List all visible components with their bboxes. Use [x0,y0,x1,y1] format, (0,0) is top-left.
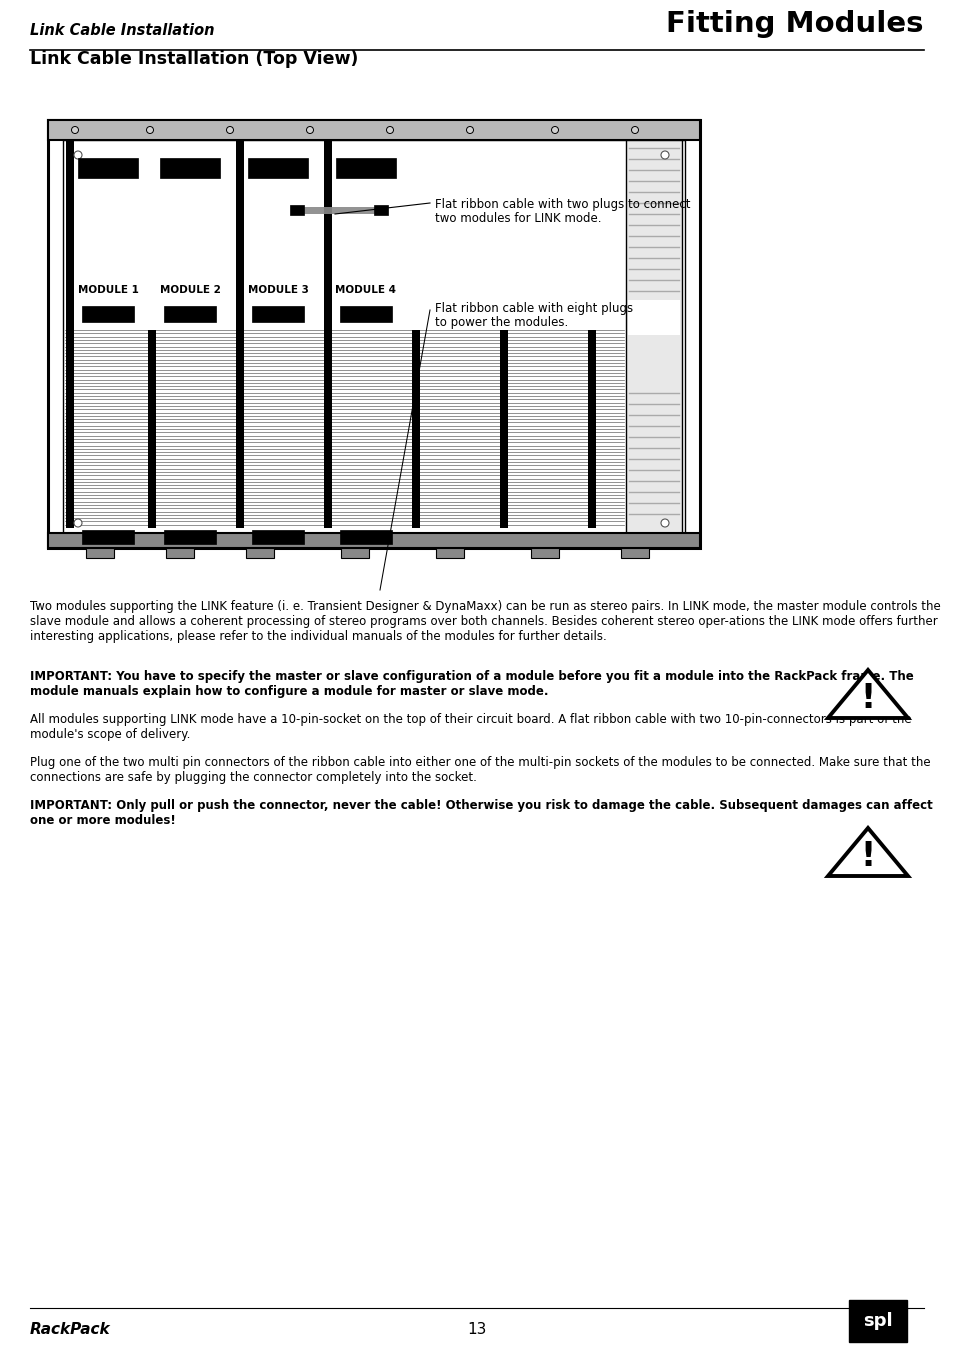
Bar [531,548,558,558]
Bar [252,531,304,544]
Bar [620,548,648,558]
Bar [148,329,156,528]
Bar [86,548,113,558]
Circle shape [147,127,153,134]
Bar [235,140,244,329]
Bar [244,531,312,535]
Circle shape [226,127,233,134]
Circle shape [71,127,78,134]
Text: Link Cable Installation (Top View): Link Cable Installation (Top View) [30,50,358,68]
Bar [156,144,224,328]
Text: Fitting Modules: Fitting Modules [666,9,923,38]
Bar [82,306,133,323]
Bar [587,329,596,528]
Bar [48,533,700,548]
Bar [244,144,312,328]
Text: MODULE 3: MODULE 3 [247,285,308,296]
Bar [74,144,142,328]
Bar [290,205,304,215]
Bar [324,140,332,329]
Text: MODULE 4: MODULE 4 [335,285,396,296]
Circle shape [660,151,668,159]
Bar [374,205,388,215]
Bar [339,306,392,323]
Text: Plug one of the two multi pin connectors of the ribbon cable into either one of : Plug one of the two multi pin connectors… [30,756,929,784]
Text: IMPORTANT: You have to specify the master or slave configuration of a module bef: IMPORTANT: You have to specify the maste… [30,670,913,698]
Bar [82,531,133,544]
Bar [66,329,74,528]
Text: Two modules supporting the LINK feature (i. e. Transient Designer & DynaMaxx) ca: Two modules supporting the LINK feature … [30,599,940,643]
Circle shape [74,151,82,159]
Text: RackPack: RackPack [30,1322,111,1336]
Bar [48,120,700,140]
Bar [340,548,369,558]
Bar [166,548,193,558]
Bar [160,158,220,178]
Text: IMPORTANT: Only pull or push the connector, never the cable! Otherwise you risk : IMPORTANT: Only pull or push the connect… [30,799,932,828]
Text: spl: spl [862,1312,892,1330]
Polygon shape [827,828,907,876]
Bar [339,531,392,544]
Text: to power the modules.: to power the modules. [435,316,568,329]
Text: Flat ribbon cable with two plugs to connect: Flat ribbon cable with two plugs to conn… [435,198,690,211]
Bar [66,140,74,329]
Bar [627,300,679,335]
Circle shape [466,127,473,134]
Bar [436,548,463,558]
Circle shape [306,127,314,134]
Bar [78,158,138,178]
Bar [625,140,681,539]
Bar [74,531,142,535]
Circle shape [631,127,638,134]
Bar [156,531,224,535]
Circle shape [386,127,393,134]
Text: Flat ribbon cable with eight plugs: Flat ribbon cable with eight plugs [435,302,633,315]
Text: All modules supporting LINK mode have a 10-pin-socket on the top of their circui: All modules supporting LINK mode have a … [30,713,911,741]
Circle shape [74,518,82,526]
Polygon shape [827,670,907,718]
Text: MODULE 1: MODULE 1 [77,285,138,296]
Bar [48,120,700,548]
Text: MODULE 2: MODULE 2 [159,285,220,296]
Bar [499,329,507,528]
Text: Link Cable Installation: Link Cable Installation [30,23,214,38]
Bar [324,329,332,528]
Bar [412,329,419,528]
Bar [235,329,244,528]
Bar [848,1300,906,1342]
Text: two modules for LINK mode.: two modules for LINK mode. [435,212,601,225]
Text: !: ! [860,840,875,872]
Bar [246,548,274,558]
Circle shape [660,518,668,526]
Circle shape [551,127,558,134]
Text: 13: 13 [467,1322,486,1336]
Bar [252,306,304,323]
Bar [164,531,215,544]
Bar [63,140,684,539]
Text: !: ! [860,682,875,714]
Bar [332,144,399,328]
Bar [248,158,308,178]
Bar [164,306,215,323]
Bar [332,531,399,535]
Bar [335,158,395,178]
